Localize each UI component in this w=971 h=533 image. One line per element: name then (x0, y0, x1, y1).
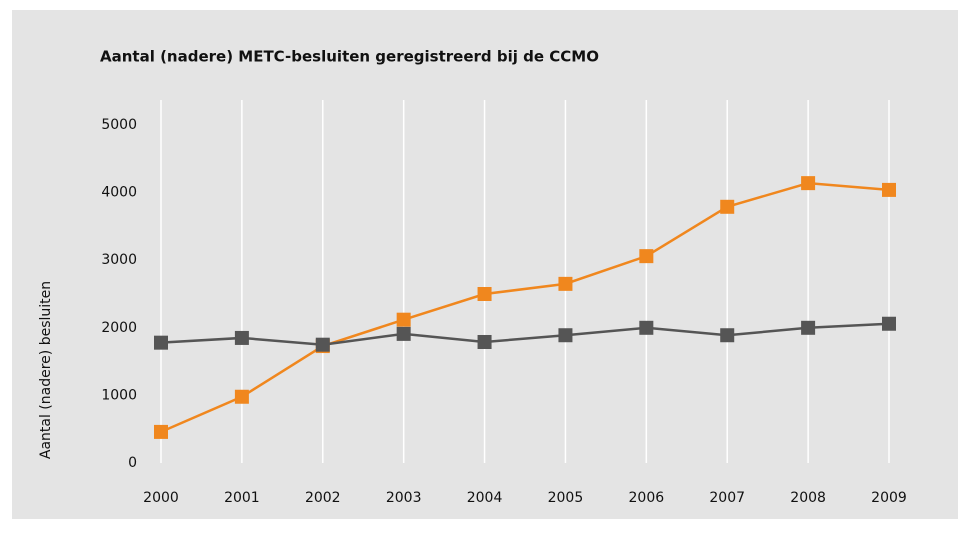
x-tick-label: 2003 (386, 490, 422, 506)
x-tick-label: 2007 (709, 490, 745, 506)
point-marker (477, 334, 492, 349)
x-tick-label: 2000 (143, 490, 179, 506)
point-marker (154, 424, 168, 439)
series-line (160, 181, 890, 434)
point-marker (720, 328, 735, 343)
point-marker (234, 330, 249, 345)
point-marker (396, 326, 411, 341)
point-marker (882, 316, 896, 331)
x-tick-label: 2004 (467, 490, 503, 506)
point-marker (558, 328, 573, 343)
x-tick-label: 2008 (790, 490, 826, 506)
y-tick-label: 5000 (101, 117, 137, 133)
y-tick-label: 4000 (101, 185, 137, 201)
marks (154, 176, 896, 439)
point-marker (720, 199, 735, 214)
y-tick-label: 3000 (101, 252, 137, 268)
x-tick-label: 2009 (871, 490, 907, 506)
x-tick-label: 2006 (629, 490, 665, 506)
y-tick-label: 1000 (101, 387, 137, 403)
point-marker (558, 276, 573, 291)
point-marker (154, 335, 168, 350)
x-tick-label: 2002 (305, 490, 341, 506)
point-marker (882, 182, 896, 197)
x-tick-label: 2005 (548, 490, 584, 506)
point-marker (801, 320, 816, 335)
point-marker (315, 337, 330, 352)
grid: 2000 2001 2002 2003 2004 2005 2006 2007 2008 2009… (101, 100, 907, 506)
point-marker (639, 320, 654, 335)
chart-title: Aantal (nadere) METC-besluiten geregistr… (100, 48, 599, 66)
series-line (160, 322, 890, 346)
x-tick-label: 2001 (224, 490, 260, 506)
point-marker (234, 389, 249, 404)
y-tick-label: 2000 (101, 320, 137, 336)
point-marker (477, 287, 492, 301)
y-tick-label: 0 (128, 455, 137, 471)
point-marker (396, 312, 411, 327)
point-marker (639, 249, 654, 264)
point-marker (801, 176, 816, 191)
y-axis-label: Aantal (nadere) besluiten (38, 281, 54, 459)
